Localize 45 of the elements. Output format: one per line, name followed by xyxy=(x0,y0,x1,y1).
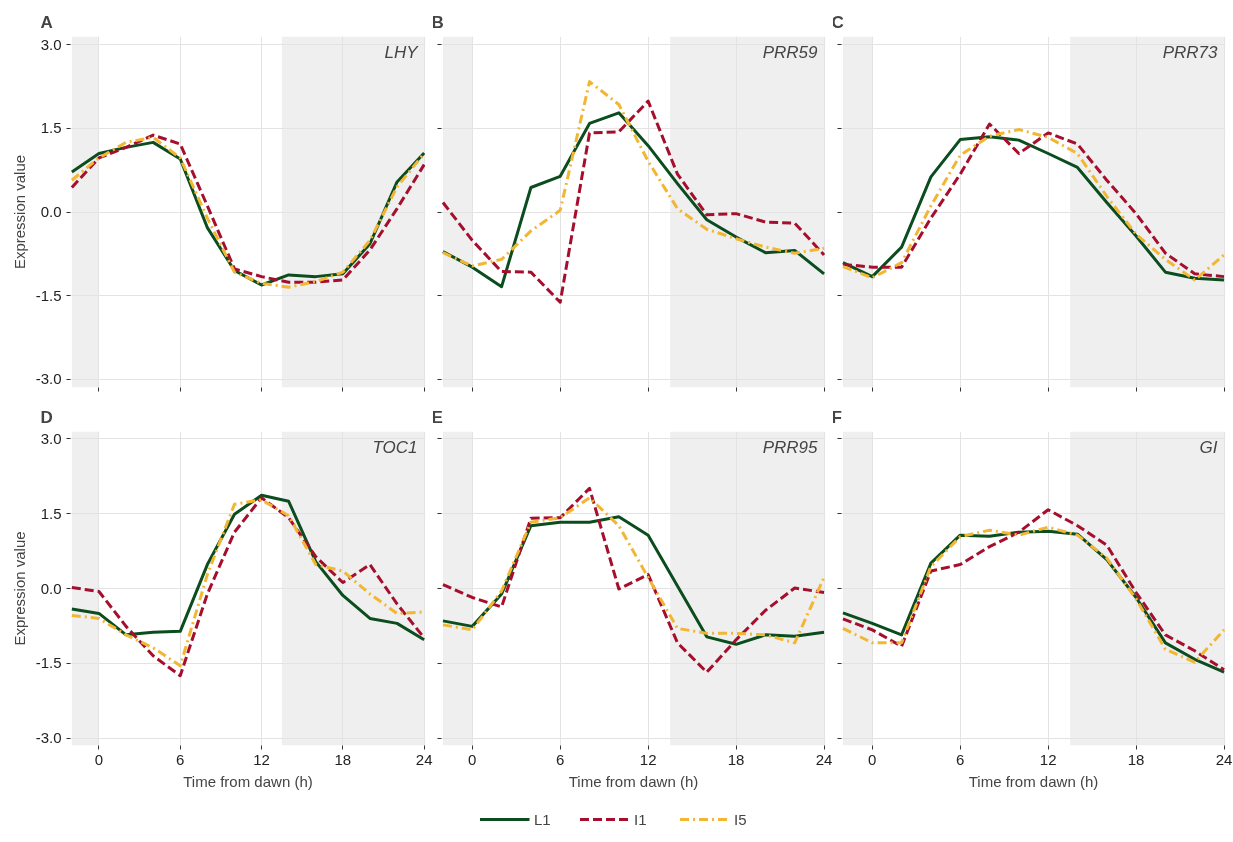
y-tick-label: -3.0 xyxy=(35,370,62,388)
chart-title: E xyxy=(431,407,443,427)
x-tick-label: 24 xyxy=(415,750,433,768)
annotation: TOC1 xyxy=(372,437,418,457)
x-tick-label: 0 xyxy=(868,750,877,768)
chart-title: A xyxy=(40,12,53,32)
x-axis-title: Time from dawn (h) xyxy=(183,772,313,790)
x-axis-title: Time from dawn (h) xyxy=(968,772,1099,790)
y-tick-label: 1.5 xyxy=(40,504,62,522)
y-tick-label: -1.5 xyxy=(35,286,62,304)
x-tick-label: 12 xyxy=(253,750,270,768)
x-tick-label: 18 xyxy=(727,750,745,768)
y-tick-label: 0.0 xyxy=(40,579,62,597)
chart-title: C xyxy=(831,12,844,32)
y-axis-title: Expression value xyxy=(10,154,28,270)
legend-label: I5 xyxy=(734,810,748,828)
legend-label: I1 xyxy=(634,810,648,828)
y-tick-label: -1.5 xyxy=(35,654,62,672)
y-axis-title: Expression value xyxy=(10,531,28,646)
x-tick-label: 12 xyxy=(639,750,657,768)
x-tick-label: 6 xyxy=(176,750,185,768)
legend-label: L1 xyxy=(534,810,552,828)
y-tick-label: 1.5 xyxy=(40,119,62,137)
annotation: PRR95 xyxy=(762,437,819,457)
x-tick-label: 0 xyxy=(468,750,477,768)
annotation: LHY xyxy=(384,42,420,62)
x-tick-label: 18 xyxy=(1127,750,1145,768)
x-tick-label: 0 xyxy=(94,750,104,768)
x-tick-label: 18 xyxy=(334,750,352,768)
y-tick-label: 3.0 xyxy=(40,35,62,53)
x-tick-label: 6 xyxy=(956,750,965,768)
x-tick-label: 24 xyxy=(815,750,833,768)
y-tick-label: 3.0 xyxy=(40,429,62,447)
x-tick-label: 12 xyxy=(1039,750,1057,768)
y-tick-label: -3.0 xyxy=(35,729,62,747)
x-tick-label: 6 xyxy=(556,750,565,768)
annotation: PRR73 xyxy=(1162,42,1219,62)
annotation: GI xyxy=(1199,437,1218,457)
chart-title: D xyxy=(40,407,53,427)
chart-title: F xyxy=(831,407,842,427)
x-tick-label: 24 xyxy=(1215,750,1233,768)
annotation: PRR59 xyxy=(762,42,819,62)
y-tick-label: 0.0 xyxy=(40,203,62,220)
x-axis-title: Time from dawn (h) xyxy=(568,772,699,790)
chart-title: B xyxy=(431,12,444,32)
